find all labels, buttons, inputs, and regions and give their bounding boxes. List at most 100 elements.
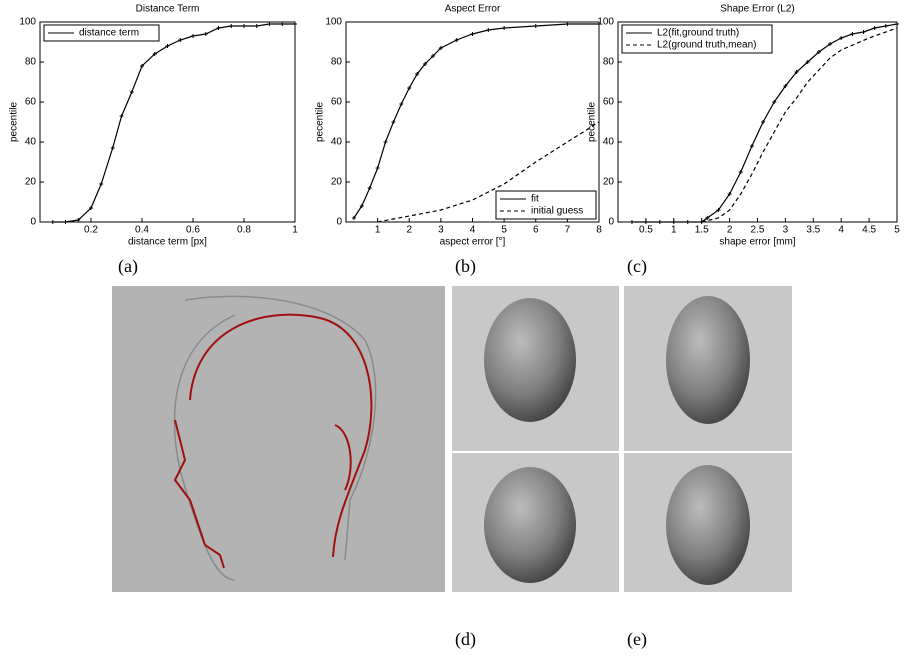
y-axis-label: pecentile	[587, 102, 598, 142]
x-axis-label: distance term [px]	[128, 237, 207, 248]
point-marker	[50, 220, 55, 224]
point-marker	[351, 216, 356, 220]
axes-frame	[39, 21, 296, 223]
x-tick-label: 0.4	[135, 225, 149, 236]
x-tick-label: 8	[596, 225, 602, 236]
x-tick-label: 3	[438, 225, 444, 236]
point-marker	[430, 54, 435, 58]
x-tick-label: 7	[565, 225, 571, 236]
point-marker	[367, 186, 372, 190]
caption: (c)	[627, 256, 647, 277]
point-marker	[242, 24, 246, 28]
point-marker	[203, 32, 208, 36]
point-marker	[749, 144, 754, 148]
legend-box	[621, 24, 773, 54]
x-tick-label: 2	[727, 225, 733, 236]
legend-label: distance term	[79, 28, 139, 39]
point-marker	[565, 22, 570, 26]
point-marker	[502, 26, 507, 30]
series-line	[701, 27, 898, 223]
y-tick-label: 60	[603, 97, 615, 108]
point-marker	[119, 114, 124, 118]
x-tick-label: 0.2	[84, 225, 98, 236]
caption: (e)	[627, 629, 647, 650]
legend-label: L2(ground truth,mean)	[657, 40, 757, 51]
y-tick-label: 80	[331, 57, 343, 68]
point-marker	[293, 22, 297, 26]
y-axis-label: pecentile	[9, 102, 20, 142]
legend-label: fit	[531, 194, 539, 205]
y-tick-label: 60	[331, 97, 343, 108]
x-tick-label: 0.6	[186, 225, 200, 236]
y-tick-label: 40	[603, 137, 615, 148]
x-tick-label: 3	[783, 225, 789, 236]
x-tick-label: 4.5	[862, 225, 876, 236]
legend-box	[495, 190, 597, 220]
point-marker	[63, 220, 68, 224]
caption: (d)	[455, 629, 476, 650]
point-marker	[267, 22, 272, 26]
series-line	[353, 23, 599, 219]
y-tick-label: 20	[603, 177, 615, 188]
point-marker	[883, 24, 888, 28]
point-marker	[895, 22, 899, 26]
x-tick-label: 2.5	[751, 225, 765, 236]
point-marker	[438, 46, 443, 50]
x-tick-label: 3.5	[806, 225, 820, 236]
point-marker	[359, 204, 364, 208]
point-marker	[454, 38, 459, 42]
caption: (a)	[118, 256, 138, 277]
y-axis-label: pecentile	[315, 102, 326, 142]
y-tick-label: 100	[325, 17, 342, 28]
point-marker	[861, 30, 866, 34]
chart-title: Distance Term	[136, 4, 200, 15]
point-marker	[671, 220, 676, 224]
point-marker	[191, 34, 195, 38]
legend-label: initial guess	[531, 206, 583, 217]
chart-title: Aspect Error	[445, 4, 501, 15]
x-tick-label: 5	[894, 225, 900, 236]
point-marker	[375, 166, 380, 170]
x-tick-label: 1	[671, 225, 677, 236]
point-marker	[533, 24, 538, 28]
point-marker	[794, 70, 799, 74]
point-marker	[129, 90, 134, 94]
point-marker	[805, 60, 810, 64]
y-tick-label: 20	[25, 177, 37, 188]
x-axis-label: aspect error [°]	[440, 237, 506, 248]
x-tick-label: 1	[292, 225, 298, 236]
point-marker	[423, 62, 428, 66]
point-marker	[178, 38, 183, 42]
y-tick-label: 100	[19, 17, 36, 28]
panel-d	[112, 286, 445, 592]
point-marker	[839, 36, 844, 40]
point-marker	[597, 22, 601, 26]
point-marker	[76, 218, 81, 222]
point-marker	[783, 84, 788, 88]
point-marker	[772, 100, 777, 104]
legend-label: L2(fit,ground truth)	[657, 28, 739, 39]
point-marker	[872, 26, 877, 30]
y-tick-label: 20	[331, 177, 343, 188]
point-marker	[99, 182, 104, 186]
point-marker	[705, 216, 710, 220]
point-marker	[761, 120, 766, 124]
point-marker	[685, 220, 690, 224]
point-marker	[738, 170, 743, 174]
y-tick-label: 80	[603, 57, 615, 68]
y-tick-label: 40	[331, 137, 343, 148]
point-marker	[152, 52, 157, 56]
point-marker	[629, 220, 634, 224]
point-marker	[229, 24, 234, 28]
point-marker	[254, 24, 259, 28]
x-tick-label: 0.8	[237, 225, 251, 236]
x-tick-label: 1	[375, 225, 381, 236]
x-axis-label: shape error [mm]	[719, 237, 795, 248]
y-tick-label: 40	[25, 137, 37, 148]
y-tick-label: 60	[25, 97, 37, 108]
point-marker	[850, 32, 855, 36]
y-tick-label: 0	[336, 217, 342, 228]
point-marker	[391, 120, 396, 124]
